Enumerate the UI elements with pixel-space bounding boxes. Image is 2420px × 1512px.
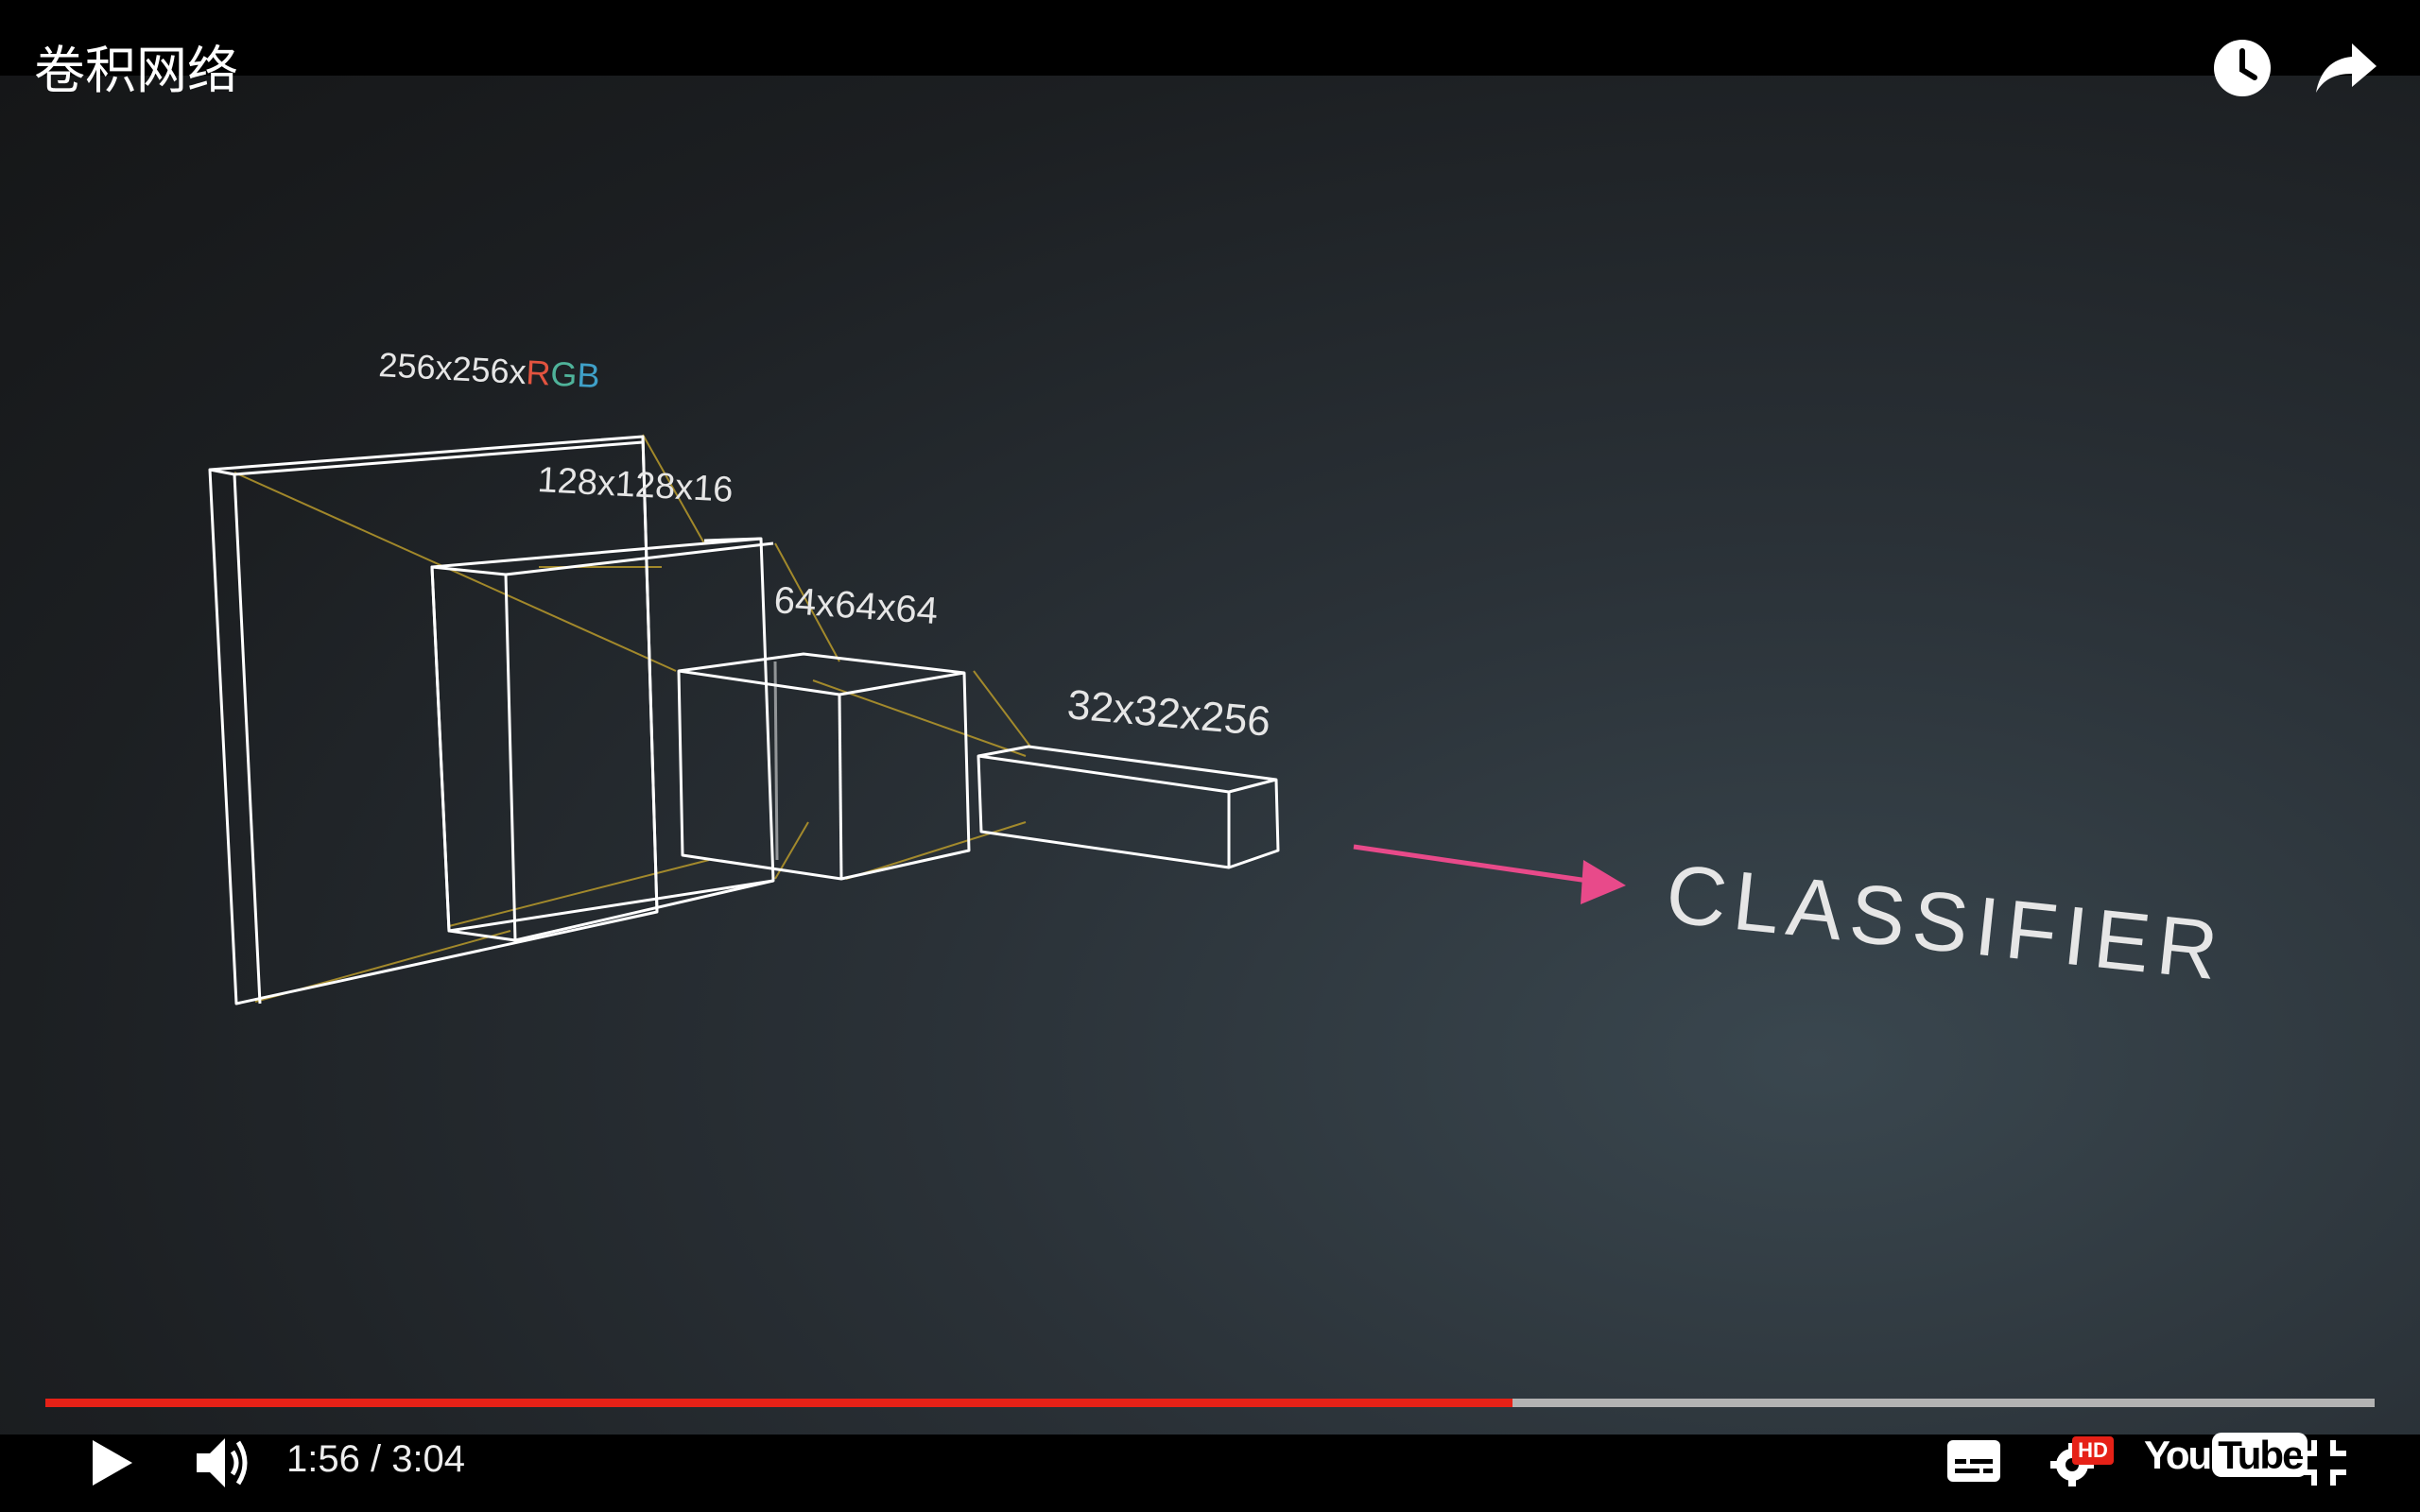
progress-bar[interactable] (45, 1399, 2375, 1407)
layer-box-3 (677, 652, 971, 881)
video-title[interactable]: 卷积网络 (34, 41, 238, 100)
player-controls (0, 1435, 2420, 1512)
share-arrow-icon[interactable] (2314, 40, 2380, 96)
exit-fullscreen-icon[interactable] (2299, 1438, 2348, 1492)
hd-badge: HD (2072, 1436, 2114, 1465)
progress-played (45, 1399, 1513, 1407)
youtube-logo[interactable]: You Tube (2144, 1433, 2308, 1478)
time-display: 1:56 / 3:04 (286, 1438, 466, 1480)
layer-boxes (208, 435, 1280, 1005)
layer-box-1 (208, 435, 659, 1005)
layer-label-3: 64x64x64 (772, 579, 939, 632)
clock-icon[interactable] (2212, 38, 2273, 98)
layer-label-2: 128x128x16 (537, 460, 735, 510)
classifier-label: CLASSIFIER (1662, 846, 2230, 997)
layer-label-4: 32x32x256 (1065, 681, 1272, 746)
classifier-arrow (1353, 844, 1626, 904)
layer-box-2 (430, 537, 775, 933)
subtitles-icon[interactable] (1947, 1440, 2000, 1486)
play-icon[interactable] (91, 1438, 134, 1492)
layer-box-4 (977, 745, 1280, 869)
title-bar (0, 0, 2420, 76)
volume-icon[interactable] (195, 1435, 255, 1496)
layer-label-1: 256x256xRGB (378, 345, 601, 395)
